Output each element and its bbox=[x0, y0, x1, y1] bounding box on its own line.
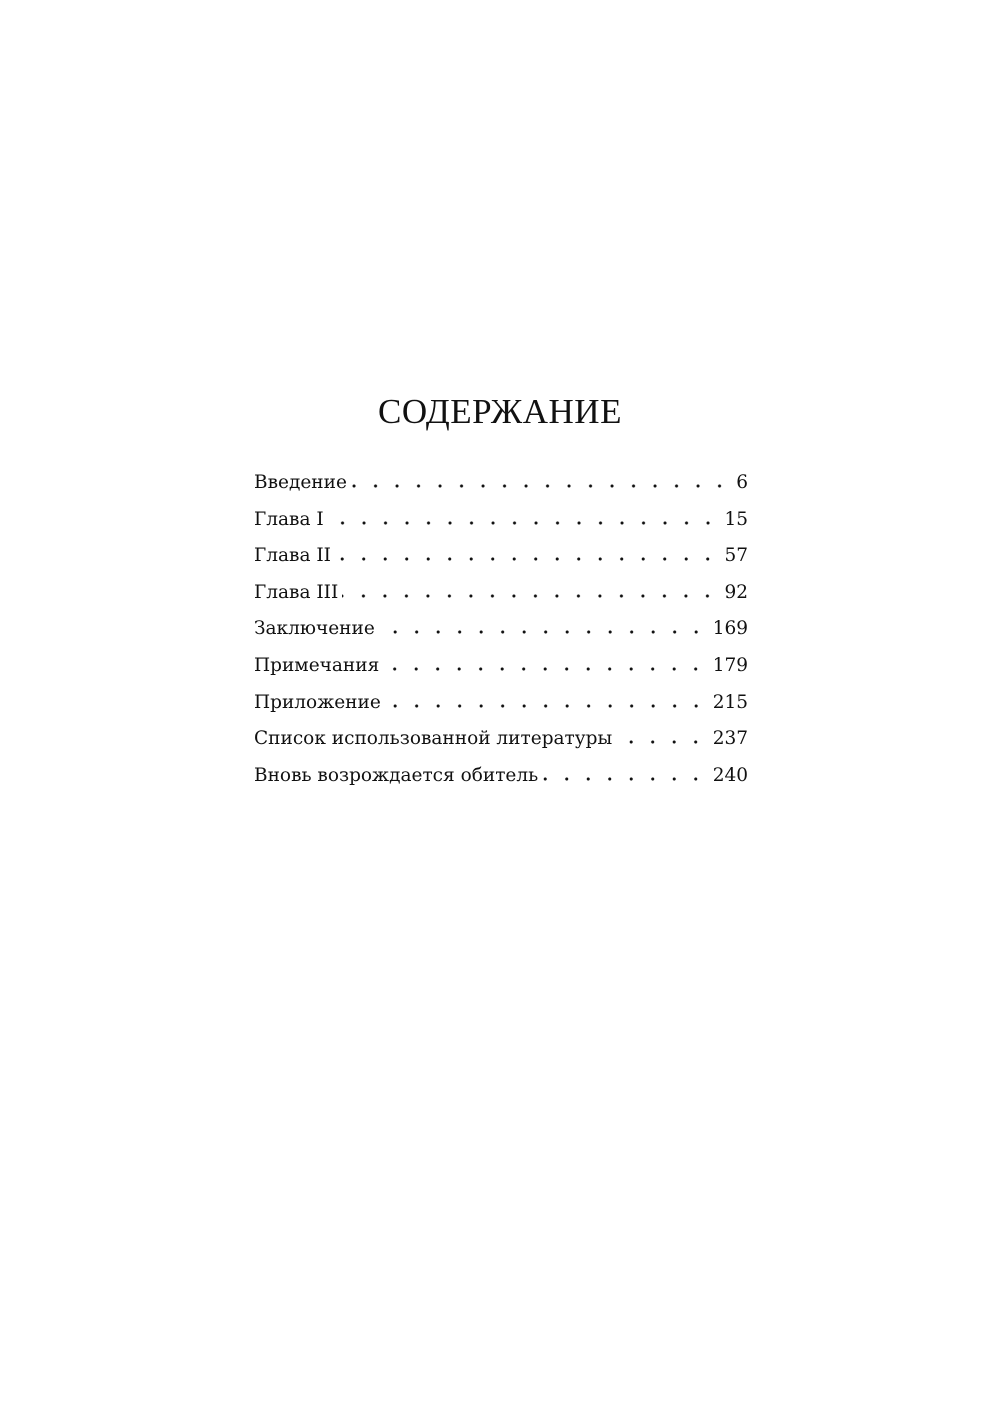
toc-entry-page: 215 bbox=[712, 691, 748, 713]
toc-entry[interactable]: Список использованной литературы 237 bbox=[254, 728, 748, 765]
toc-entry-page: 240 bbox=[712, 764, 748, 786]
toc-entry-label: Примечания bbox=[254, 654, 380, 676]
toc-entry[interactable]: Примечания 179 bbox=[254, 655, 748, 692]
toc-entry[interactable]: Глава II 57 bbox=[254, 545, 748, 582]
dot-leader bbox=[383, 666, 707, 671]
table-of-contents: Введение 6 Глава I 15 Глава II 57 Глава III… bbox=[254, 472, 748, 801]
toc-entry[interactable]: Приложение 215 bbox=[254, 692, 748, 729]
dot-leader bbox=[616, 740, 707, 745]
toc-entry-page: 169 bbox=[712, 618, 748, 640]
toc-entry-page: 92 bbox=[724, 581, 748, 603]
toc-entry-page: 179 bbox=[712, 654, 748, 676]
dot-leader bbox=[378, 630, 707, 635]
toc-entry-page: 57 bbox=[724, 545, 748, 567]
toc-entry-label: Глава I bbox=[254, 508, 324, 530]
dot-leader bbox=[350, 484, 731, 488]
toc-entry[interactable]: Вновь возрождается обитель 240 bbox=[254, 765, 748, 802]
toc-entry-label: Глава II bbox=[254, 545, 331, 567]
dot-leader bbox=[384, 703, 707, 708]
dot-leader bbox=[342, 593, 719, 598]
toc-entry-label: Заключение bbox=[254, 618, 375, 640]
dot-leader bbox=[334, 557, 719, 562]
toc-entry-label: Введение bbox=[254, 472, 347, 493]
toc-entry[interactable]: Введение 6 bbox=[254, 472, 748, 509]
toc-entry-page: 15 bbox=[724, 508, 748, 530]
toc-entry-page: 6 bbox=[736, 472, 748, 493]
toc-entry-label: Глава III bbox=[254, 581, 339, 603]
toc-entry-label: Список использованной литературы bbox=[254, 728, 613, 750]
toc-entry[interactable]: Глава I 15 bbox=[254, 509, 748, 546]
page-title: СОДЕРЖАНИЕ bbox=[378, 392, 622, 431]
toc-entry-page: 237 bbox=[712, 728, 748, 750]
dot-leader bbox=[327, 520, 719, 525]
toc-entry[interactable]: Заключение 169 bbox=[254, 618, 748, 655]
dot-leader bbox=[542, 776, 707, 781]
toc-entry-label: Вновь возрождается обитель bbox=[254, 764, 539, 786]
toc-entry-label: Приложение bbox=[254, 691, 381, 713]
toc-entry[interactable]: Глава III 92 bbox=[254, 582, 748, 619]
